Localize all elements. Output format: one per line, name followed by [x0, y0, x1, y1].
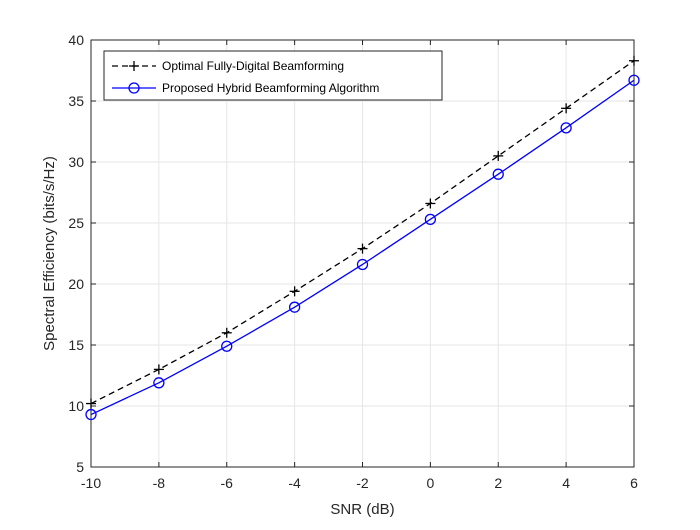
legend-label: Proposed Hybrid Beamforming Algorithm — [162, 81, 379, 95]
legend-label: Optimal Fully-Digital Beamforming — [162, 59, 344, 73]
legend-box — [103, 50, 443, 101]
circle-marker — [153, 377, 165, 389]
plus-marker — [629, 55, 639, 66]
circle-marker — [128, 82, 140, 94]
plus-marker — [129, 61, 139, 71]
plus-marker — [357, 243, 368, 254]
legend-item-1: Proposed Hybrid Beamforming Algorithm — [112, 81, 379, 95]
x-tick-label: 0 — [426, 475, 434, 491]
axis-ticks: -10 -8 -6 -4 -2 0 2 4 6 5 10 15 20 25 30 35 40 — [68, 32, 638, 491]
plus-marker — [493, 150, 504, 161]
circle-marker — [85, 408, 97, 421]
x-tick-label: -10 — [81, 475, 101, 491]
plus-marker — [561, 103, 572, 114]
plus-marker — [221, 327, 232, 338]
y-tick-label: 10 — [68, 398, 84, 414]
series-0 — [86, 55, 639, 409]
y-tick-label: 35 — [68, 93, 84, 109]
data-series — [85, 55, 640, 421]
y-tick-label: 40 — [68, 32, 84, 48]
x-tick-label: 6 — [630, 475, 638, 491]
circle-marker — [288, 301, 301, 313]
legend-item-0: Optimal Fully-Digital Beamforming — [112, 59, 344, 73]
y-axis-label: Spectral Efficiency (bits/s/Hz) — [41, 156, 58, 351]
x-tick-label: -8 — [153, 475, 166, 491]
circle-marker — [560, 122, 572, 134]
x-tick-label: 2 — [494, 475, 502, 491]
circle-marker — [492, 168, 504, 180]
y-tick-label: 30 — [68, 154, 84, 170]
series-1 — [85, 74, 640, 421]
circle-marker — [356, 258, 369, 271]
plus-marker — [86, 398, 96, 409]
plus-marker — [153, 364, 164, 375]
series-line — [90, 79, 635, 416]
circle-marker — [221, 340, 233, 352]
plus-marker — [425, 198, 436, 209]
x-axis-label: SNR (dB) — [330, 501, 394, 518]
x-tick-label: -4 — [288, 475, 301, 491]
y-tick-label: 25 — [68, 215, 84, 231]
x-tick-label: -2 — [356, 475, 369, 491]
y-tick-label: 15 — [68, 337, 84, 353]
y-tick-label: 5 — [76, 459, 84, 475]
circle-marker — [628, 74, 640, 86]
legend-items: Optimal Fully-Digital Beamforming Propose… — [112, 59, 379, 95]
y-tick-label: 20 — [68, 276, 84, 292]
x-tick-label: 4 — [562, 475, 570, 491]
plus-marker — [289, 286, 300, 297]
circle-marker — [424, 213, 437, 225]
legend: Optimal Fully-Digital Beamforming Propose… — [103, 50, 443, 101]
x-tick-label: -6 — [221, 475, 234, 491]
